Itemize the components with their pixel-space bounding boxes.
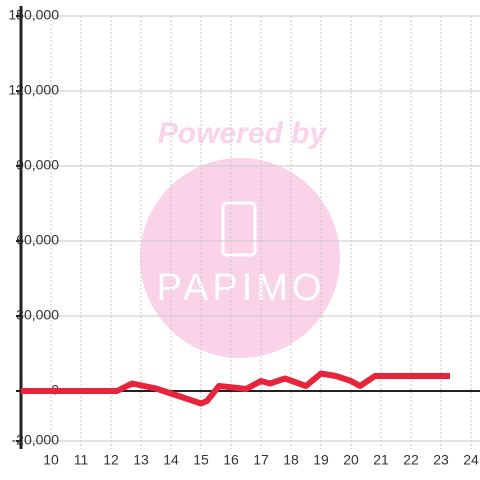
plot: 10 11 12 13 14 15 16 17 18 19 20 21 22 23 24-20,000030… xyxy=(8,6,480,468)
x-tick-label: 12 xyxy=(103,452,119,468)
x-tick-label: 19 xyxy=(313,452,329,468)
y-tick-label: 150,000 xyxy=(8,7,59,23)
x-tick-label: 10 xyxy=(43,452,59,468)
data-line xyxy=(21,370,450,407)
x-tick-label: 24 xyxy=(463,452,479,468)
x-tick-label: 13 xyxy=(133,452,149,468)
x-tick-label: 18 xyxy=(283,452,299,468)
y-tick-label: 90,000 xyxy=(16,157,59,173)
x-tick-label: 14 xyxy=(163,452,179,468)
y-tick-label: 120,000 xyxy=(8,82,59,98)
watermark-circle xyxy=(140,158,340,358)
x-tick-label: 22 xyxy=(403,452,419,468)
x-tick-label: 17 xyxy=(253,452,269,468)
y-tick-label: 30,000 xyxy=(16,307,59,323)
x-tick-label: 23 xyxy=(433,452,449,468)
x-tick-label: 21 xyxy=(373,452,389,468)
x-tick-label: 16 xyxy=(223,452,239,468)
watermark-top: Powered by xyxy=(158,117,328,150)
y-tick-label: -20,000 xyxy=(12,432,60,448)
x-tick-label: 15 xyxy=(193,452,209,468)
y-tick-label: 60,000 xyxy=(16,232,59,248)
watermark-brand: PAPIMO xyxy=(157,267,326,309)
x-tick-label: 20 xyxy=(343,452,359,468)
x-tick-label: 11 xyxy=(74,452,89,468)
watermark-icon xyxy=(221,201,257,257)
watermark: Powered by PAPIMO xyxy=(140,117,340,358)
